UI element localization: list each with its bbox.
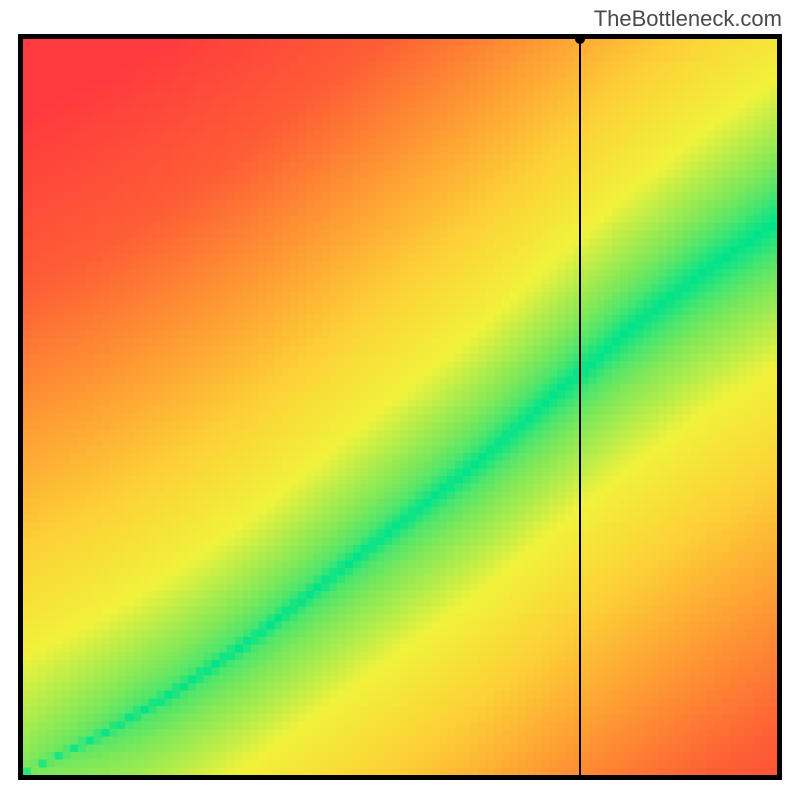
attribution-text: TheBottleneck.com	[594, 6, 782, 32]
heatmap-canvas	[23, 39, 777, 775]
bottleneck-heatmap	[18, 34, 782, 780]
selection-marker-dot	[575, 34, 585, 44]
selection-marker-line	[579, 39, 581, 775]
